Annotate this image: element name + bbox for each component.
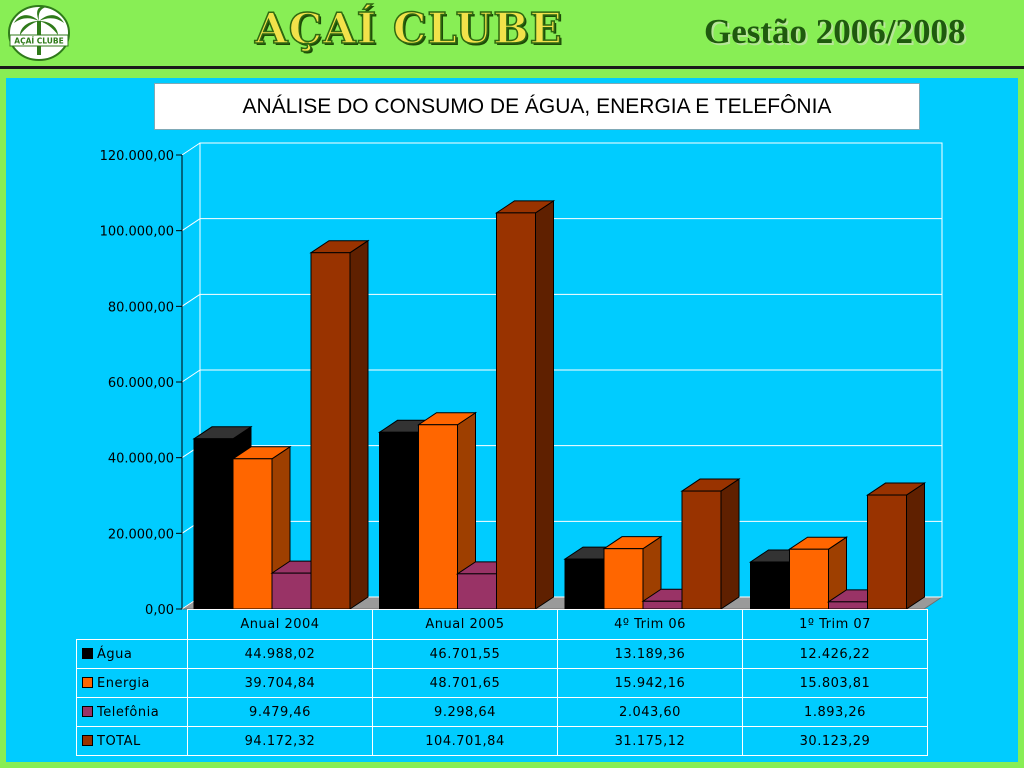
bar xyxy=(867,494,907,610)
data-label: 39.704,84 xyxy=(187,668,373,698)
bar xyxy=(681,490,722,610)
y-tick-label: 40.000,00 xyxy=(108,452,174,467)
table-row-total: TOTAL 94.172,32 104.701,84 31.175,12 30.… xyxy=(76,726,928,756)
bar xyxy=(310,252,351,610)
bar xyxy=(271,572,312,610)
bar-side xyxy=(720,478,740,610)
data-label: 94.172,32 xyxy=(187,726,373,756)
legend-entry-total: TOTAL xyxy=(76,726,188,756)
bar xyxy=(193,438,234,610)
data-label: 44.988,02 xyxy=(187,639,373,669)
data-label: 12.426,22 xyxy=(742,639,928,669)
y-tick-label: 100.000,00 xyxy=(100,225,174,240)
slide-header: AÇAÍ CLUBE AÇAÍ CLUBE Gestão 2006/2008 xyxy=(0,0,1024,69)
category-label: Anual 2004 xyxy=(187,609,373,640)
data-label: 46.701,55 xyxy=(372,639,558,669)
gridline-side xyxy=(181,142,201,156)
bar xyxy=(418,424,458,610)
bar xyxy=(564,558,605,610)
chart-title-box: ANÁLISE DO CONSUMO DE ÁGUA, ENERGIA E TE… xyxy=(154,83,920,130)
gridline-side xyxy=(181,293,201,307)
legend-swatch xyxy=(82,647,93,659)
y-tick-label: 60.000,00 xyxy=(108,376,174,391)
data-label: 15.942,16 xyxy=(557,668,743,698)
bar xyxy=(603,548,644,610)
series-name: TOTAL xyxy=(97,733,141,749)
table-row-agua: Água 44.988,02 46.701,55 13.189,36 12.42… xyxy=(76,639,928,669)
table-row-telefonia: Telefônia 9.479,46 9.298,64 2.043,60 1.8… xyxy=(76,697,928,727)
y-tick-label: 20.000,00 xyxy=(108,527,174,542)
bar xyxy=(379,431,419,610)
category-row: Anual 2004 Anual 2005 4º Trim 06 1º Trim… xyxy=(76,609,928,640)
table-corner xyxy=(76,609,188,640)
data-label: 9.298,64 xyxy=(372,697,558,727)
data-table: Anual 2004 Anual 2005 4º Trim 06 1º Trim… xyxy=(76,609,928,756)
bar-side xyxy=(906,482,925,610)
legend-entry-energia: Energia xyxy=(76,668,188,698)
logo-text: AÇAÍ CLUBE xyxy=(14,37,63,46)
chart-title: ANÁLISE DO CONSUMO DE ÁGUA, ENERGIA E TE… xyxy=(242,95,832,118)
y-tick-label: 80.000,00 xyxy=(108,300,174,315)
palm-tree-logo-icon: AÇAÍ CLUBE xyxy=(8,5,70,61)
data-label: 15.803,81 xyxy=(742,668,928,698)
bar-side xyxy=(535,199,554,610)
y-tick-label: 120.000,00 xyxy=(100,149,174,164)
data-label: 13.189,36 xyxy=(557,639,743,669)
bar xyxy=(457,573,497,610)
data-label: 1.893,26 xyxy=(742,697,928,727)
data-label: 9.479,46 xyxy=(187,697,373,727)
data-label: 104.701,84 xyxy=(372,726,558,756)
data-label: 31.175,12 xyxy=(557,726,743,756)
legend-swatch xyxy=(82,734,93,746)
bar xyxy=(750,561,790,610)
category-label: Anual 2005 xyxy=(372,609,558,640)
data-label: 2.043,60 xyxy=(557,697,743,727)
brand-title: AÇAÍ CLUBE xyxy=(254,3,563,54)
legend-entry-telefonia: Telefônia xyxy=(76,697,188,727)
data-label: 48.701,65 xyxy=(372,668,558,698)
header-divider xyxy=(0,66,1024,69)
legend-swatch xyxy=(82,676,93,688)
category-label: 4º Trim 06 xyxy=(557,609,743,640)
management-period: Gestão 2006/2008 xyxy=(704,12,966,51)
data-label: 30.123,29 xyxy=(742,726,928,756)
legend-swatch xyxy=(82,705,93,717)
bar-side xyxy=(349,239,369,610)
category-label: 1º Trim 07 xyxy=(742,609,928,640)
bar xyxy=(642,600,683,610)
bar xyxy=(828,601,868,610)
legend-entry-agua: Água xyxy=(76,639,188,669)
table-row-energia: Energia 39.704,84 48.701,65 15.942,16 15… xyxy=(76,668,928,698)
bar xyxy=(496,212,536,610)
gridline-side xyxy=(181,218,201,232)
bar xyxy=(789,548,829,610)
series-name: Telefônia xyxy=(97,704,160,720)
bar xyxy=(232,458,273,610)
gridline-side xyxy=(181,369,201,383)
series-name: Energia xyxy=(97,675,150,691)
series-name: Água xyxy=(97,646,133,662)
